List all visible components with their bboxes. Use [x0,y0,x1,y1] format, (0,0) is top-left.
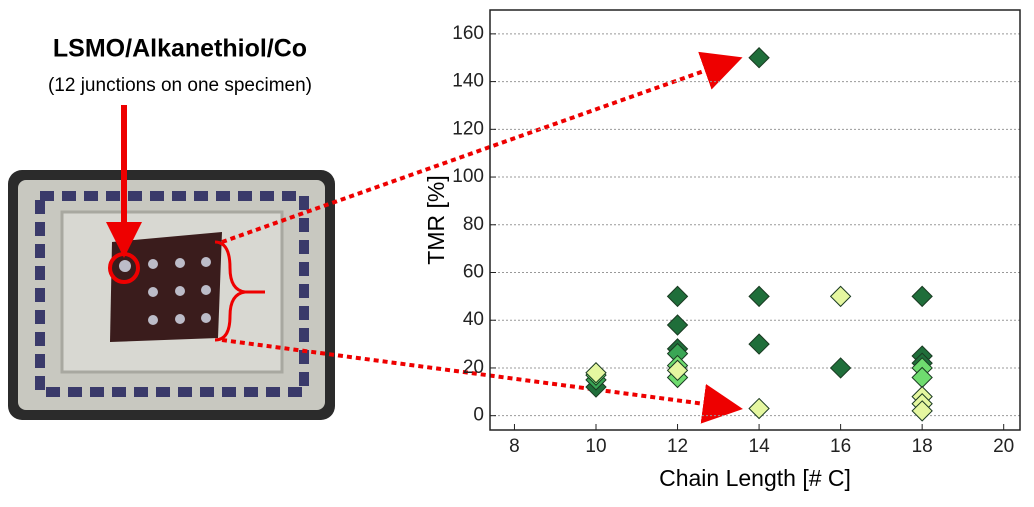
y-axis-label: TMR [%] [423,175,449,264]
chip-photo [8,51,743,424]
data-point [748,47,770,69]
y-tick-label: 60 [463,262,484,283]
data-point [829,357,852,379]
x-tick-label: 20 [993,436,1014,457]
data-point [748,333,770,355]
y-tick-label: 40 [463,309,484,330]
data-point [748,397,770,420]
y-tick-label: 100 [452,166,484,187]
data-point [666,314,689,336]
x-tick-label: 8 [509,436,520,457]
y-tick-label: 160 [452,23,484,44]
data-point [666,285,689,308]
specimen-note: (12 junctions on one specimen) [48,75,312,96]
data-point [585,362,607,384]
y-tick-label: 140 [452,71,484,92]
x-tick-label: 14 [749,436,771,457]
y-tick-label: 120 [452,118,484,139]
data-point [829,285,852,308]
y-tick-label: 20 [463,357,484,378]
data-point [666,359,689,382]
plot: 0 20 40 60 80 100 120 140 160 8 10 12 14 16 18 20 Chain … [423,9,1021,491]
x-tick-label: 18 [912,436,933,457]
data-point [748,285,770,308]
x-tick-label: 16 [830,436,851,457]
x-tick-label: 10 [585,436,606,457]
y-tick-label: 80 [463,214,484,235]
data-point [911,285,933,308]
data-point [911,400,933,422]
y-tick-label: 0 [473,405,484,426]
x-axis-label: Chain Length [# C] [659,465,851,491]
x-tick-label: 12 [667,436,688,457]
specimen-title: LSMO/Alkanethiol/Co [53,35,307,63]
plot-frame [489,9,1021,431]
